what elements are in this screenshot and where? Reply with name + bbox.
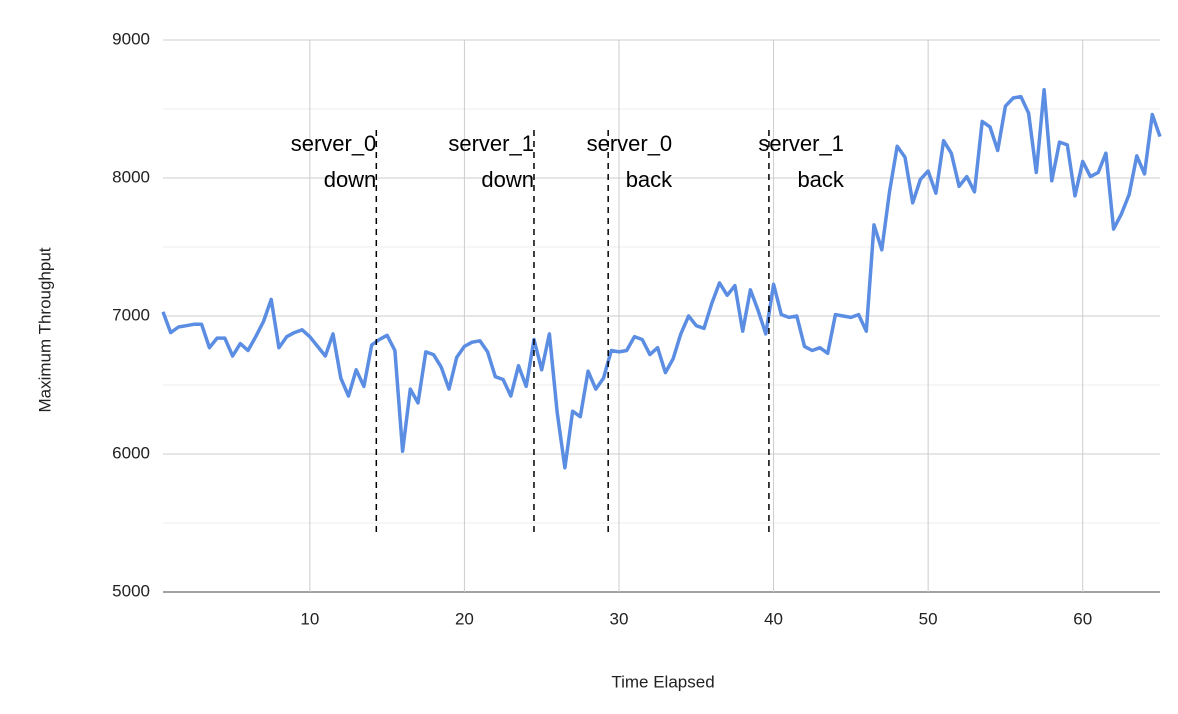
x-tick-label: 20 [455, 609, 474, 628]
annotation-text: back [626, 167, 673, 192]
y-tick-label: 8000 [112, 167, 150, 186]
x-tick-label: 40 [764, 609, 783, 628]
annotation-text: server_0 [291, 131, 377, 156]
x-tick-label: 60 [1073, 609, 1092, 628]
y-tick-label: 6000 [112, 443, 150, 462]
annotation-text: down [324, 167, 377, 192]
y-tick-label: 5000 [112, 581, 150, 600]
annotation-text: server_1 [758, 131, 844, 156]
y-tick-label: 7000 [112, 305, 150, 324]
x-tick-label: 30 [610, 609, 629, 628]
annotation-text: back [797, 167, 844, 192]
x-tick-label: 50 [919, 609, 938, 628]
y-axis-title: Maximum Throughput [35, 247, 54, 412]
annotation-text: down [481, 167, 534, 192]
annotation-text: server_1 [448, 131, 534, 156]
x-tick-label: 10 [300, 609, 319, 628]
x-axis-title: Time Elapsed [611, 672, 714, 691]
annotation-text: server_0 [587, 131, 673, 156]
data-line [161, 87, 1162, 470]
y-tick-label: 9000 [112, 29, 150, 48]
